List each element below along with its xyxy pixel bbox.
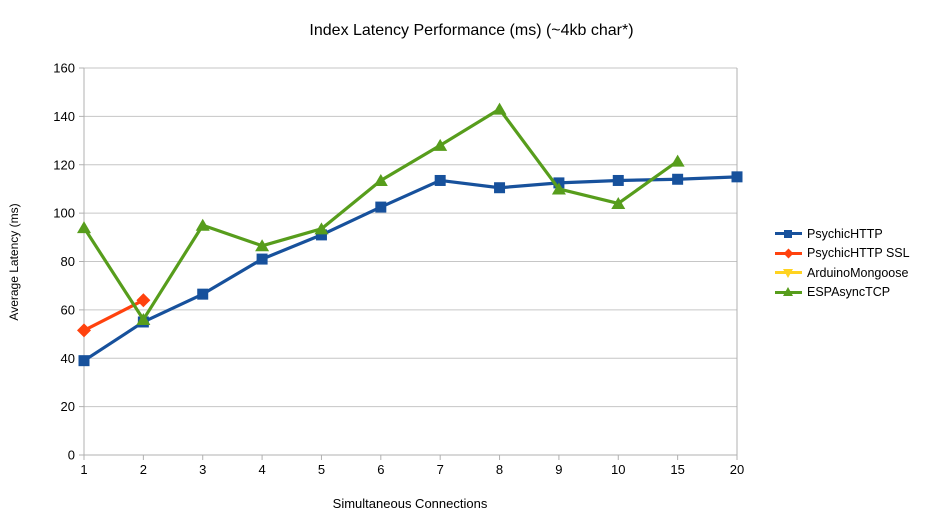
data-point-marker (375, 201, 387, 213)
chart-title: Index Latency Performance (ms) (~4kb cha… (309, 22, 634, 39)
data-point-marker (492, 102, 507, 115)
x-tick-label: 6 (377, 462, 384, 477)
data-point-marker (612, 174, 624, 186)
data-point-marker (433, 138, 448, 151)
data-point-marker (77, 323, 91, 338)
triangle-up-marker-icon (775, 285, 802, 299)
y-tick-label: 160 (53, 61, 75, 76)
data-point-marker (373, 173, 388, 186)
y-tick-label: 0 (68, 448, 75, 463)
x-tick-label: 3 (199, 462, 206, 477)
y-tick-label: 120 (53, 157, 75, 172)
chart-legend: PsychicHTTP PsychicHTTP SSL ArduinoMongoos… (775, 224, 910, 302)
x-tick-label: 5 (318, 462, 325, 477)
legend-label: PsychicHTTP SSL (807, 246, 910, 261)
data-point-marker (136, 313, 151, 326)
x-tick-label: 9 (555, 462, 562, 477)
data-point-marker (136, 293, 151, 308)
data-point-marker (672, 173, 684, 185)
y-tick-label: 80 (61, 254, 75, 269)
data-point-marker (731, 171, 743, 183)
data-point-marker (78, 355, 90, 367)
x-axis-title: Simultaneous Connections (332, 496, 488, 511)
data-point-marker (255, 239, 270, 252)
square-marker-icon (775, 227, 802, 241)
data-point-marker (256, 253, 268, 265)
x-tick-label: 7 (437, 462, 444, 477)
data-point-marker (670, 154, 685, 167)
series-line-espasynctcp (82, 107, 680, 322)
data-point-marker (551, 182, 566, 195)
y-tick-label: 100 (53, 206, 75, 221)
x-tick-label: 15 (670, 462, 684, 477)
data-point-marker (77, 221, 91, 234)
x-tick-label: 4 (258, 462, 265, 477)
diamond-marker-icon (775, 246, 802, 260)
legend-label: ESPAsyncTCP (807, 285, 891, 300)
data-point-marker (434, 174, 446, 186)
legend-item: ArduinoMongoose (775, 263, 910, 283)
y-tick-label: 140 (53, 109, 75, 124)
y-tick-label: 20 (61, 399, 75, 414)
data-point-marker (195, 218, 210, 231)
data-point-marker (314, 222, 329, 235)
triangle-down-marker-icon (775, 266, 802, 280)
x-tick-label: 10 (611, 462, 625, 477)
x-tick-label: 1 (80, 462, 87, 477)
data-point-marker (494, 182, 506, 194)
legend-item: ESPAsyncTCP (775, 283, 910, 303)
legend-item: PsychicHTTP (775, 224, 910, 244)
x-tick-label: 8 (496, 462, 503, 477)
x-tick-label: 2 (140, 462, 147, 477)
data-point-marker (611, 196, 626, 209)
y-tick-label: 60 (61, 302, 75, 317)
legend-item: PsychicHTTP SSL (775, 244, 910, 264)
y-tick-label: 40 (61, 351, 75, 366)
data-point-marker (197, 288, 209, 300)
legend-label: PsychicHTTP (807, 226, 883, 241)
legend-label: ArduinoMongoose (807, 265, 909, 280)
series-line-psychichttp (82, 175, 739, 363)
x-tick-label: 20 (730, 462, 744, 477)
